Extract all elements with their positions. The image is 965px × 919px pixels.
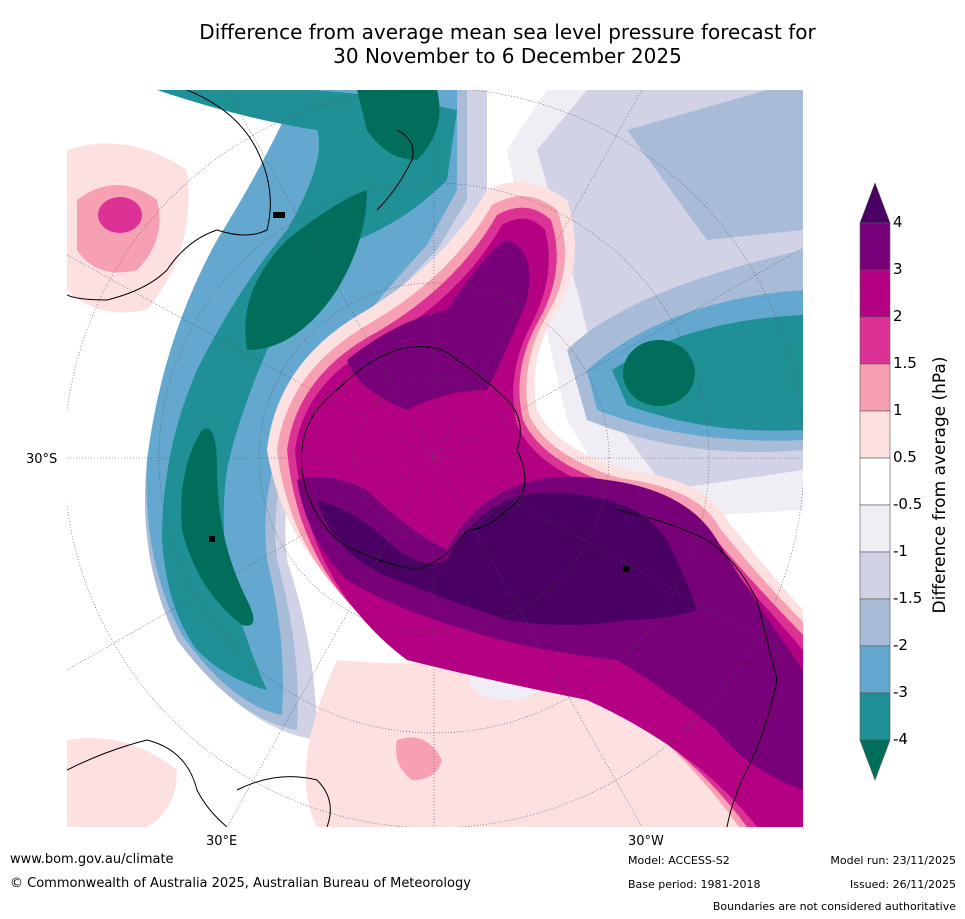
anomaly-region-neg1_5 (627, 90, 803, 240)
pressure-anomaly-map (67, 90, 803, 827)
colorbar-tick-label: 1 (893, 401, 903, 419)
colorbar-band (859, 598, 891, 647)
colorbar-bands (859, 182, 891, 781)
colorbar-tick-label: -2 (893, 636, 908, 654)
colorbar-extend-top (859, 182, 891, 224)
colorbar-tick-label: -1 (893, 542, 908, 560)
colorbar-tick-label: 3 (893, 260, 903, 278)
anomaly-region-pos4 (317, 492, 697, 625)
colorbar-tick-label: 1.5 (893, 354, 917, 372)
colorbar-band (859, 363, 891, 412)
anomaly-region-neg4-nz (357, 90, 440, 160)
map-canvas (67, 90, 803, 827)
islands (209, 212, 629, 572)
colorbar-band (859, 269, 891, 318)
colorbar-band (859, 551, 891, 600)
anomaly-region-pos3-south (297, 476, 803, 790)
disclaimer-text: Boundaries are not considered authoritat… (712, 900, 956, 913)
anomaly-region-neg4-east (623, 340, 695, 406)
anomaly-region-pos1-south (396, 737, 442, 780)
coastlines (67, 90, 778, 827)
colorbar-band (859, 457, 891, 506)
colorbar (859, 182, 891, 781)
base-period-text: Base period: 1981-2018 (628, 878, 761, 891)
anomaly-region-pos3-north (347, 240, 530, 410)
copyright-text: © Commonwealth of Australia 2025, Austra… (10, 876, 471, 891)
anomaly-region-neg3-west (157, 90, 457, 690)
anomaly-region-neg4-indian (181, 428, 254, 626)
colorbar-band (859, 645, 891, 694)
colorbar-tick-label: -4 (893, 730, 908, 748)
anomaly-region-pos0_5-south (305, 650, 767, 827)
colorbar-tick-label: -0.5 (893, 495, 923, 513)
colorbar-band (859, 692, 891, 741)
colorbar-band (859, 316, 891, 365)
colorbar-tick-label: -3 (893, 683, 908, 701)
colorbar-tick-label: 2 (893, 307, 903, 325)
colorbar-band (859, 504, 891, 553)
latitude-label-30s: 30°S (26, 452, 58, 467)
colorbar-band (859, 410, 891, 459)
anomaly-region-pos1_5-west (98, 197, 142, 233)
colorbar-band (859, 222, 891, 271)
graticule (67, 90, 803, 827)
anomaly-region-neg4-tasman (245, 190, 367, 350)
model-run-text: Model run: 23/11/2025 (830, 854, 956, 867)
model-text: Model: ACCESS-S2 (628, 854, 730, 867)
colorbar-title: Difference from average (hPa) (930, 356, 950, 614)
issued-text: Issued: 26/11/2025 (849, 878, 956, 891)
colorbar-extend-bottom (859, 739, 891, 781)
website-text: www.bom.gov.au/climate (10, 852, 174, 867)
longitude-label-30e: 30°E (206, 834, 238, 849)
chart-title: Difference from average mean sea level p… (0, 20, 965, 68)
anomaly-region-pos0_5-sw (67, 738, 177, 827)
longitude-label-30w: 30°W (628, 834, 664, 849)
colorbar-tick-label: 4 (893, 213, 903, 231)
title-line-2: 30 November to 6 December 2025 (333, 44, 682, 68)
colorbar-tick-label: -1.5 (893, 589, 923, 607)
title-line-1: Difference from average mean sea level p… (199, 20, 816, 44)
colorbar-tick-label: 0.5 (893, 448, 917, 466)
